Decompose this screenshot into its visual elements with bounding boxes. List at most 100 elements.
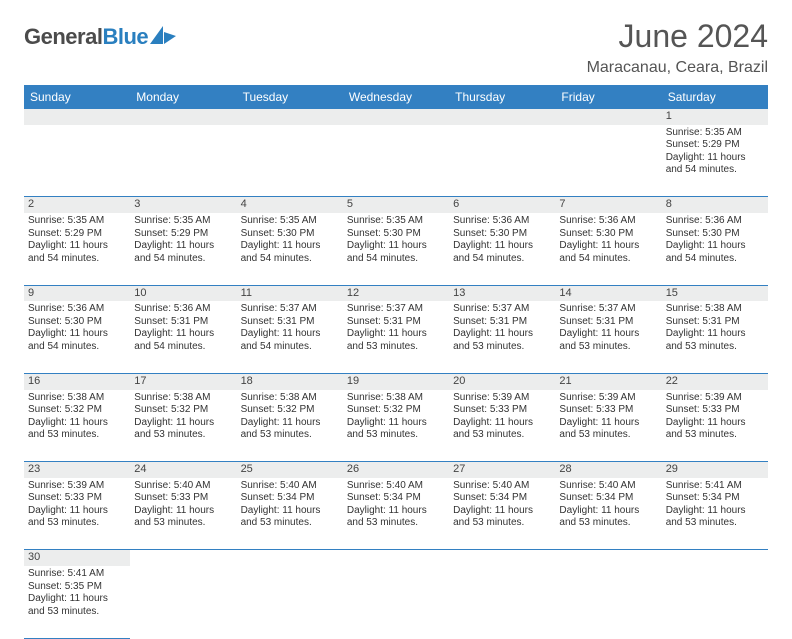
logo-sail-icon bbox=[150, 26, 176, 49]
day-cell: Sunrise: 5:38 AMSunset: 5:31 PMDaylight:… bbox=[662, 301, 768, 373]
day-cell: Sunrise: 5:41 AMSunset: 5:34 PMDaylight:… bbox=[662, 478, 768, 550]
sunrise-text: Sunrise: 5:38 AM bbox=[134, 392, 232, 405]
daylight-text: Daylight: 11 hours and 53 minutes. bbox=[559, 328, 657, 353]
title-block: June 2024 Maracanau, Ceara, Brazil bbox=[587, 18, 768, 77]
week-row: Sunrise: 5:35 AMSunset: 5:29 PMDaylight:… bbox=[24, 125, 768, 197]
day-cell: Sunrise: 5:39 AMSunset: 5:33 PMDaylight:… bbox=[662, 390, 768, 462]
empty-cell bbox=[237, 550, 343, 566]
sunset-text: Sunset: 5:32 PM bbox=[134, 404, 232, 417]
sunrise-text: Sunrise: 5:35 AM bbox=[666, 127, 764, 140]
weekday-header: Friday bbox=[555, 85, 661, 109]
daylight-text: Daylight: 11 hours and 54 minutes. bbox=[134, 328, 232, 353]
logo-blue: Blue bbox=[102, 24, 148, 49]
sunset-text: Sunset: 5:32 PM bbox=[28, 404, 126, 417]
weekday-header: Saturday bbox=[662, 85, 768, 109]
day-cell: Sunrise: 5:36 AMSunset: 5:31 PMDaylight:… bbox=[130, 301, 236, 373]
daylight-text: Daylight: 11 hours and 54 minutes. bbox=[347, 240, 445, 265]
day-cell: Sunrise: 5:38 AMSunset: 5:32 PMDaylight:… bbox=[24, 390, 130, 462]
daylight-text: Daylight: 11 hours and 53 minutes. bbox=[453, 417, 551, 442]
day-number: 4 bbox=[237, 197, 343, 213]
day-number: 7 bbox=[555, 197, 661, 213]
sunset-text: Sunset: 5:31 PM bbox=[453, 316, 551, 329]
day-cell: Sunrise: 5:36 AMSunset: 5:30 PMDaylight:… bbox=[24, 301, 130, 373]
sunrise-text: Sunrise: 5:39 AM bbox=[666, 392, 764, 405]
day-number: 22 bbox=[662, 373, 768, 389]
day-number: 30 bbox=[24, 550, 130, 566]
sunset-text: Sunset: 5:30 PM bbox=[241, 228, 339, 241]
weekday-header: Sunday bbox=[24, 85, 130, 109]
daylight-text: Daylight: 11 hours and 53 minutes. bbox=[666, 417, 764, 442]
daylight-text: Daylight: 11 hours and 53 minutes. bbox=[28, 417, 126, 442]
daylight-text: Daylight: 11 hours and 53 minutes. bbox=[347, 328, 445, 353]
daylight-text: Daylight: 11 hours and 53 minutes. bbox=[453, 505, 551, 530]
sunset-text: Sunset: 5:30 PM bbox=[453, 228, 551, 241]
day-number: 1 bbox=[662, 109, 768, 125]
day-number: 12 bbox=[343, 285, 449, 301]
sunset-text: Sunset: 5:32 PM bbox=[241, 404, 339, 417]
empty-cell bbox=[343, 125, 449, 197]
sunset-text: Sunset: 5:30 PM bbox=[347, 228, 445, 241]
sunset-text: Sunset: 5:34 PM bbox=[347, 492, 445, 505]
sunrise-text: Sunrise: 5:40 AM bbox=[241, 480, 339, 493]
logo-text: GeneralBlue bbox=[24, 24, 148, 50]
day-cell: Sunrise: 5:40 AMSunset: 5:34 PMDaylight:… bbox=[343, 478, 449, 550]
empty-cell bbox=[555, 550, 661, 566]
sunset-text: Sunset: 5:29 PM bbox=[28, 228, 126, 241]
day-number: 29 bbox=[662, 462, 768, 478]
sunset-text: Sunset: 5:30 PM bbox=[28, 316, 126, 329]
day-cell: Sunrise: 5:35 AMSunset: 5:30 PMDaylight:… bbox=[343, 213, 449, 285]
day-number: 10 bbox=[130, 285, 236, 301]
daylight-text: Daylight: 11 hours and 53 minutes. bbox=[559, 417, 657, 442]
empty-cell bbox=[24, 125, 130, 197]
daylight-text: Daylight: 11 hours and 54 minutes. bbox=[134, 240, 232, 265]
sunrise-text: Sunrise: 5:37 AM bbox=[241, 303, 339, 316]
sunrise-text: Sunrise: 5:36 AM bbox=[453, 215, 551, 228]
day-cell: Sunrise: 5:39 AMSunset: 5:33 PMDaylight:… bbox=[555, 390, 661, 462]
week-row: Sunrise: 5:38 AMSunset: 5:32 PMDaylight:… bbox=[24, 390, 768, 462]
sunrise-text: Sunrise: 5:40 AM bbox=[134, 480, 232, 493]
empty-cell bbox=[237, 109, 343, 125]
daylight-text: Daylight: 11 hours and 53 minutes. bbox=[347, 417, 445, 442]
day-number: 21 bbox=[555, 373, 661, 389]
daylight-text: Daylight: 11 hours and 53 minutes. bbox=[241, 417, 339, 442]
sunrise-text: Sunrise: 5:35 AM bbox=[347, 215, 445, 228]
sunrise-text: Sunrise: 5:40 AM bbox=[559, 480, 657, 493]
daylight-text: Daylight: 11 hours and 53 minutes. bbox=[453, 328, 551, 353]
day-cell: Sunrise: 5:35 AMSunset: 5:29 PMDaylight:… bbox=[24, 213, 130, 285]
sunset-text: Sunset: 5:31 PM bbox=[559, 316, 657, 329]
day-number: 13 bbox=[449, 285, 555, 301]
day-number: 27 bbox=[449, 462, 555, 478]
sunset-text: Sunset: 5:33 PM bbox=[559, 404, 657, 417]
empty-cell bbox=[130, 550, 236, 566]
sunrise-text: Sunrise: 5:35 AM bbox=[134, 215, 232, 228]
empty-cell bbox=[555, 109, 661, 125]
sunrise-text: Sunrise: 5:40 AM bbox=[453, 480, 551, 493]
sunset-text: Sunset: 5:31 PM bbox=[666, 316, 764, 329]
day-cell: Sunrise: 5:37 AMSunset: 5:31 PMDaylight:… bbox=[449, 301, 555, 373]
sunset-text: Sunset: 5:34 PM bbox=[241, 492, 339, 505]
day-number: 3 bbox=[130, 197, 236, 213]
day-number: 14 bbox=[555, 285, 661, 301]
day-number: 9 bbox=[24, 285, 130, 301]
daylight-text: Daylight: 11 hours and 54 minutes. bbox=[28, 328, 126, 353]
sunrise-text: Sunrise: 5:38 AM bbox=[241, 392, 339, 405]
empty-cell bbox=[237, 125, 343, 197]
logo-general: General bbox=[24, 24, 102, 49]
daylight-text: Daylight: 11 hours and 53 minutes. bbox=[666, 328, 764, 353]
daylight-text: Daylight: 11 hours and 53 minutes. bbox=[666, 505, 764, 530]
location: Maracanau, Ceara, Brazil bbox=[587, 59, 768, 77]
empty-cell bbox=[130, 566, 236, 638]
daylight-text: Daylight: 11 hours and 53 minutes. bbox=[559, 505, 657, 530]
empty-cell bbox=[130, 125, 236, 197]
sunset-text: Sunset: 5:31 PM bbox=[347, 316, 445, 329]
daynum-row: 30 bbox=[24, 550, 768, 566]
day-cell: Sunrise: 5:40 AMSunset: 5:33 PMDaylight:… bbox=[130, 478, 236, 550]
day-number: 8 bbox=[662, 197, 768, 213]
sunrise-text: Sunrise: 5:36 AM bbox=[28, 303, 126, 316]
empty-cell bbox=[237, 566, 343, 638]
day-cell: Sunrise: 5:36 AMSunset: 5:30 PMDaylight:… bbox=[555, 213, 661, 285]
sunrise-text: Sunrise: 5:39 AM bbox=[559, 392, 657, 405]
sunrise-text: Sunrise: 5:36 AM bbox=[559, 215, 657, 228]
sunrise-text: Sunrise: 5:39 AM bbox=[28, 480, 126, 493]
sunset-text: Sunset: 5:33 PM bbox=[134, 492, 232, 505]
